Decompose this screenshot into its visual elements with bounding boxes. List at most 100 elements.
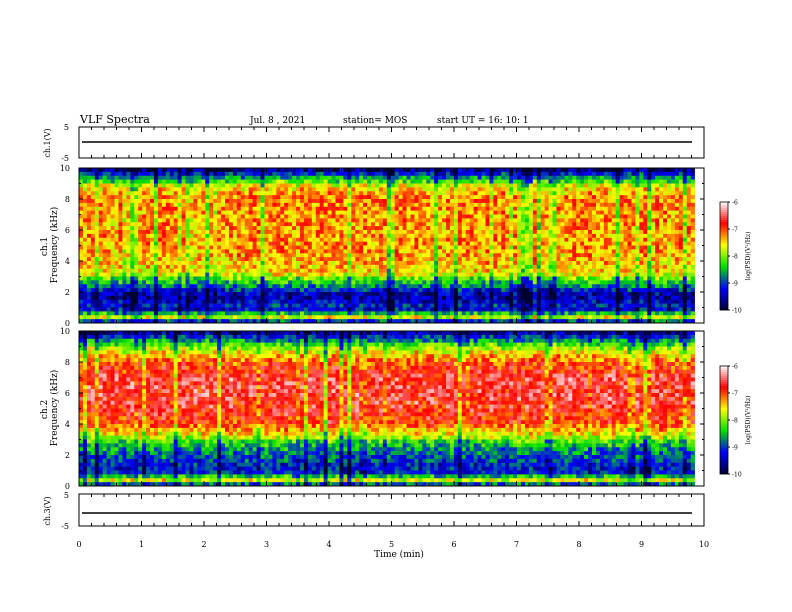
spectrogram-cell	[146, 315, 151, 320]
spectrogram-cell	[513, 222, 518, 227]
spectrogram-cell	[94, 292, 100, 297]
spectrogram-cell	[150, 202, 155, 208]
spectrogram-cell	[130, 315, 135, 320]
spectrogram-cell	[430, 206, 435, 211]
spectrogram-cell	[323, 171, 328, 177]
spectrogram-cell	[457, 222, 463, 227]
spectrogram-cell	[303, 292, 309, 297]
spectrogram-cell	[493, 303, 498, 308]
spectrogram-cell	[213, 264, 218, 270]
spectrogram-cell	[552, 245, 557, 250]
spectrogram-cell	[221, 206, 226, 211]
spectrogram-cell	[319, 284, 324, 289]
spectrogram-cell	[252, 222, 257, 227]
spectrogram-cell	[299, 168, 305, 173]
spectrogram-cell	[138, 183, 143, 188]
spectrogram-cell	[173, 303, 178, 308]
spectrogram-cell	[544, 214, 549, 219]
spectrogram-cell	[386, 307, 392, 312]
spectrogram-cell	[430, 268, 435, 273]
spectrogram-cell	[351, 272, 356, 277]
spectrogram-cell	[221, 171, 226, 177]
spectrogram-cell	[181, 292, 186, 297]
spectrogram-cell	[181, 202, 186, 208]
spectrogram-cell	[284, 206, 289, 211]
spectrogram-cell	[130, 218, 135, 223]
spectrogram-cell	[359, 179, 364, 184]
spectrogram-cell	[165, 171, 171, 177]
spectrogram-cell	[477, 319, 482, 324]
spectrogram-cell	[264, 307, 269, 312]
spectrogram-cell	[331, 241, 336, 246]
spectrogram-cell	[86, 276, 92, 281]
spectrogram-cell	[252, 311, 257, 316]
spectrogram-cell	[465, 237, 470, 242]
spectrogram-cell	[544, 295, 549, 301]
spectrogram-cell	[244, 191, 249, 196]
spectrogram-cell	[489, 210, 494, 215]
spectrogram-cell	[331, 230, 336, 235]
spectrogram-cell	[146, 202, 151, 208]
spectrogram-cell	[438, 249, 443, 254]
spectrogram-cell	[213, 303, 218, 308]
spectrogram-cell	[185, 191, 190, 196]
spectrogram-cell	[323, 295, 328, 301]
spectrogram-cell	[481, 187, 486, 192]
spectrogram-cell	[185, 249, 190, 254]
spectrogram-cell	[79, 311, 84, 316]
spectrogram-cell	[359, 253, 364, 258]
spectrogram-cell	[449, 295, 455, 301]
spectrogram-cell	[142, 315, 147, 320]
spectrogram-cell	[509, 237, 514, 242]
spectrogram-cell	[552, 268, 557, 273]
spectrogram-cell	[359, 187, 364, 192]
spectrogram-cell	[394, 199, 399, 204]
spectrogram-cell	[493, 183, 498, 188]
spectrogram-cell	[323, 249, 328, 254]
spectrogram-cell	[122, 299, 127, 304]
spectrogram-cell	[193, 319, 198, 324]
spectrogram-cell	[414, 230, 419, 235]
spectrogram-cell	[157, 253, 163, 258]
spectrogram-cell	[118, 253, 123, 258]
spectrogram-cell	[410, 261, 415, 266]
spectrogram-cell	[446, 268, 451, 273]
spectrogram-cell	[236, 245, 242, 250]
spectrogram-cell	[268, 307, 273, 312]
spectrogram-cell	[217, 299, 222, 304]
spectrogram-cell	[406, 206, 411, 211]
spectrogram-cell	[524, 245, 530, 250]
spectrogram-cell	[225, 280, 230, 285]
spectrogram-cell	[418, 179, 423, 184]
spectrogram-cell	[260, 264, 265, 270]
spectrogram-cell	[477, 218, 482, 223]
spectrogram-cell	[355, 199, 360, 204]
spectrogram-cell	[517, 179, 522, 184]
spectrogram-cell	[382, 175, 388, 180]
spectrogram-cell	[501, 315, 506, 320]
spectrogram-cell	[442, 280, 447, 285]
spectrogram-cell	[189, 261, 194, 266]
spectrogram-cell	[477, 206, 482, 211]
spectrogram-cell	[181, 284, 186, 289]
spectrogram-cell	[225, 307, 230, 312]
spectrogram-cell	[272, 311, 277, 316]
spectrogram-cell	[126, 311, 131, 316]
spectrogram-cell	[438, 299, 443, 304]
spectrogram-cell	[311, 245, 317, 250]
spectrogram-cell	[315, 199, 321, 204]
spectrogram-cell	[260, 268, 265, 273]
spectrogram-cell	[248, 261, 253, 266]
spectrogram-cell	[410, 295, 415, 301]
spectrogram-cell	[307, 187, 313, 192]
spectrogram-cell	[339, 257, 344, 262]
spectrogram-cell	[449, 199, 455, 204]
spectrogram-cell	[292, 230, 297, 235]
spectrogram-cell	[260, 206, 265, 211]
spectrogram-cell	[98, 253, 103, 258]
spectrogram-cell	[418, 284, 423, 289]
spectrogram-cell	[146, 245, 151, 250]
spectrogram-cell	[351, 168, 356, 173]
spectrogram-cell	[481, 206, 486, 211]
spectrogram-cell	[98, 292, 103, 297]
